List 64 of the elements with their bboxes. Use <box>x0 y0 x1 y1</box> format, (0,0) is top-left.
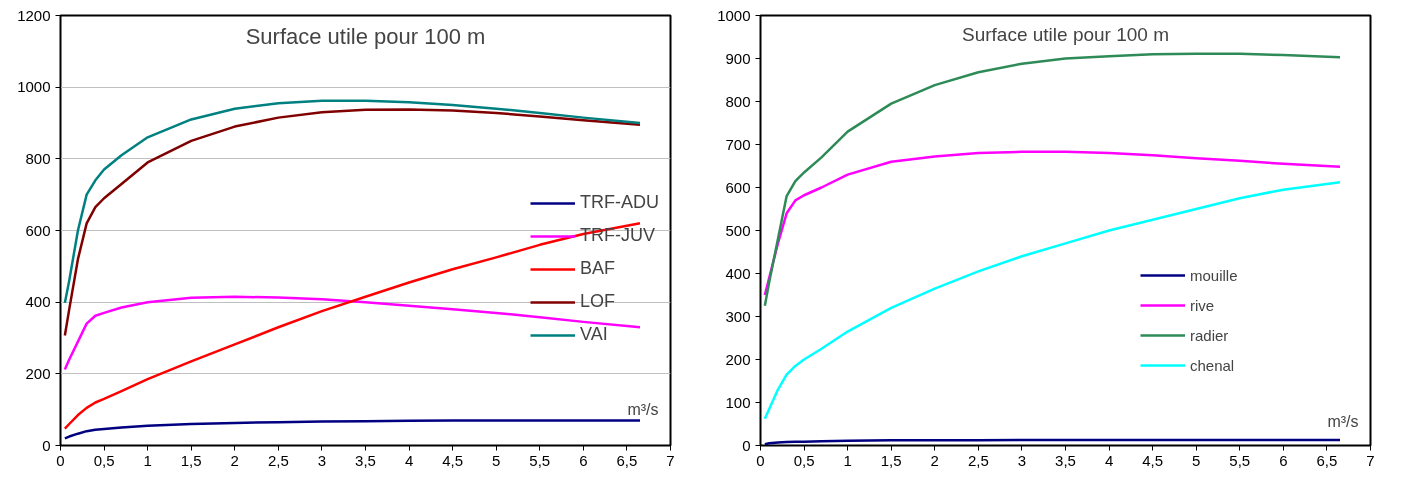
x-tick-label: 3 <box>1017 451 1027 469</box>
x-tick-label: 1 <box>843 451 852 469</box>
x-tick-label: 0,5 <box>793 451 815 469</box>
x-tick-label: 6 <box>579 451 588 469</box>
chart-title: Surface utile pour 100 m <box>962 23 1170 45</box>
x-tick-label: 2 <box>930 451 939 469</box>
legend-label: radier <box>1190 326 1229 344</box>
y-tick-label: 900 <box>725 49 751 67</box>
x-axis-title: m³/s <box>627 400 659 418</box>
x-tick-label: 4 <box>404 451 414 469</box>
x-tick-label: 5 <box>1192 451 1201 469</box>
x-tick-label: 0,5 <box>93 451 115 469</box>
x-tick-label: 2 <box>230 451 239 469</box>
x-tick-label: 0 <box>56 451 65 469</box>
x-tick-label: 3,5 <box>1055 451 1076 469</box>
legend-label: VAI <box>580 324 608 345</box>
y-tick-label: 400 <box>25 293 51 311</box>
x-tick-label: 1 <box>143 451 152 469</box>
x-tick-label: 7 <box>1366 451 1375 469</box>
y-tick-label: 0 <box>42 436 51 454</box>
x-tick-label: 4,5 <box>442 451 464 469</box>
y-tick-label: 800 <box>725 92 751 110</box>
x-tick-label: 3,5 <box>355 451 376 469</box>
x-tick-label: 2,5 <box>967 451 989 469</box>
y-tick-label: 1200 <box>17 6 51 24</box>
x-tick-label: 4 <box>1104 451 1114 469</box>
line-series <box>63 419 642 440</box>
x-tick-label: 1,5 <box>180 451 202 469</box>
x-tick-label: 2,5 <box>267 451 289 469</box>
x-tick-label: 5,5 <box>529 451 551 469</box>
y-tick-label: 200 <box>25 364 51 382</box>
x-tick-label: 3 <box>317 451 327 469</box>
line-series <box>763 150 1342 297</box>
y-tick-label: 400 <box>725 264 751 282</box>
x-tick-label: 7 <box>666 451 675 469</box>
x-tick-label: 0 <box>756 451 765 469</box>
y-tick-label: 200 <box>725 350 751 368</box>
legend-label: TRF-JUV <box>580 225 655 246</box>
y-tick-label: 300 <box>725 307 751 325</box>
x-tick-label: 1,5 <box>880 451 902 469</box>
y-tick-label: 0 <box>742 436 751 454</box>
y-tick-label: 1000 <box>717 6 751 24</box>
y-tick-label: 600 <box>25 221 51 239</box>
y-tick-label: 500 <box>725 221 751 239</box>
x-tick-label: 5 <box>492 451 501 469</box>
legend-label: LOF <box>580 291 616 312</box>
x-tick-label: 6,5 <box>1316 451 1338 469</box>
y-tick-label: 600 <box>725 178 751 196</box>
line-series <box>63 295 642 371</box>
x-tick-label: 6 <box>1279 451 1288 469</box>
legend-label: chenal <box>1190 356 1235 374</box>
legend-label: BAF <box>580 258 616 279</box>
legend-label: rive <box>1190 296 1215 314</box>
chart-title: Surface utile pour 100 m <box>245 23 486 49</box>
y-tick-label: 100 <box>725 393 751 411</box>
x-tick-label: 4,5 <box>1142 451 1164 469</box>
y-tick-label: 1000 <box>17 78 51 96</box>
x-axis-title: m³/s <box>1327 412 1359 430</box>
x-tick-label: 6,5 <box>616 451 638 469</box>
x-tick-label: 5,5 <box>1229 451 1251 469</box>
y-tick-label: 800 <box>25 149 51 167</box>
legend-label: mouille <box>1190 266 1238 284</box>
legend-label: TRF-ADU <box>580 192 659 213</box>
y-tick-label: 700 <box>725 135 751 153</box>
